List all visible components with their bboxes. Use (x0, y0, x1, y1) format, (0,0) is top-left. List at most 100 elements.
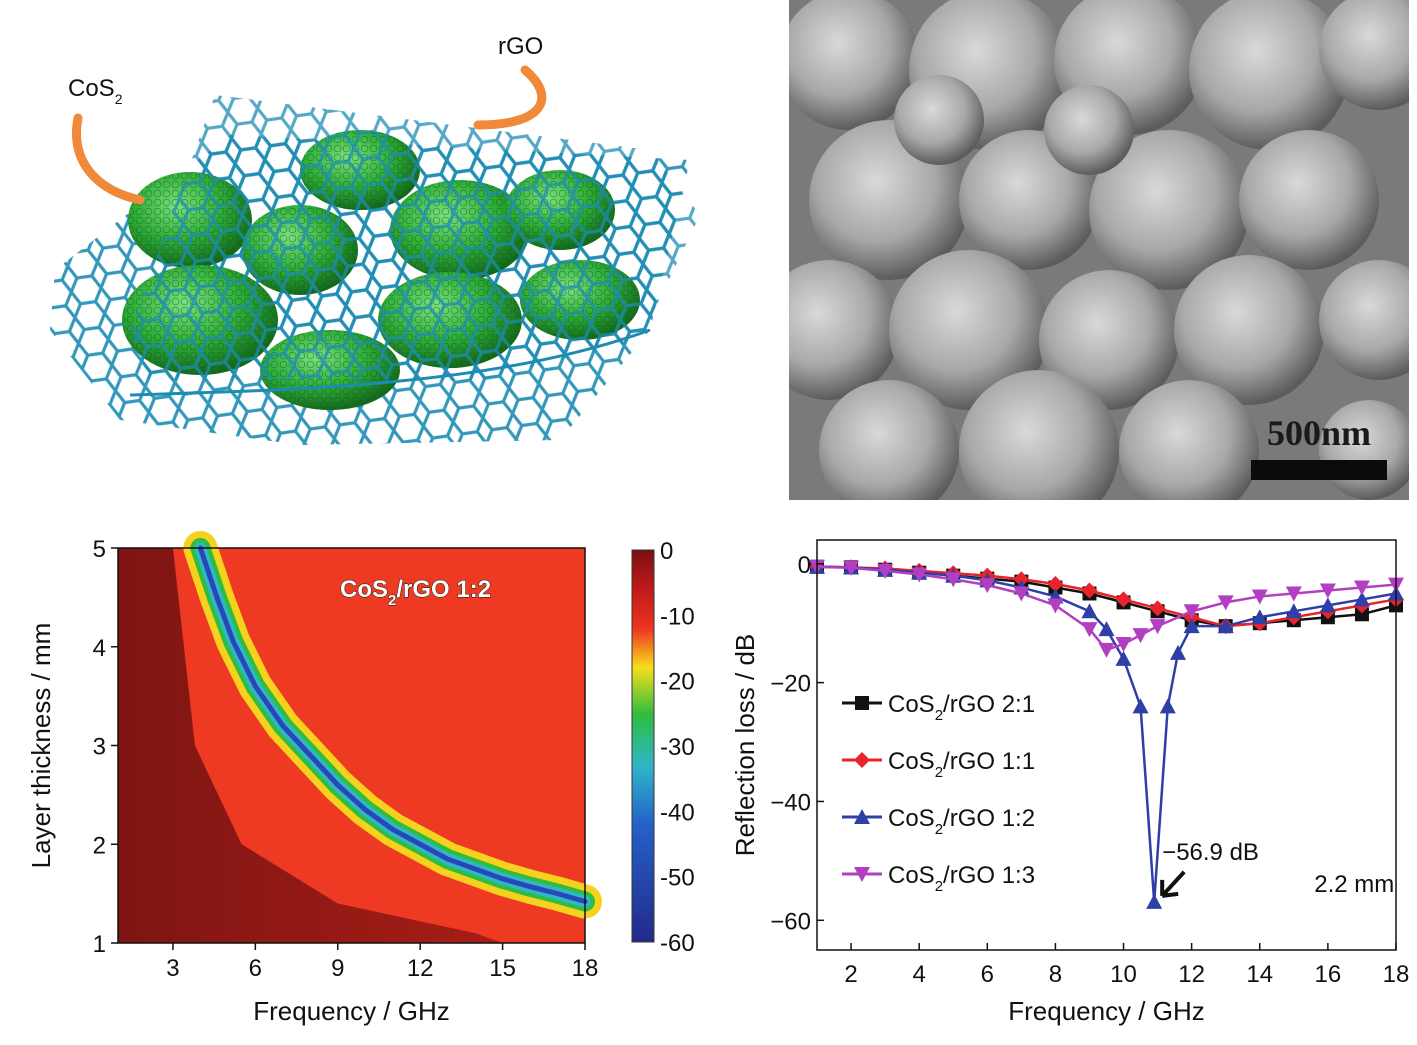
rl-x-tick-label: 4 (912, 961, 925, 988)
rl-x-tick-label: 14 (1246, 961, 1273, 988)
min-loss-band-3 (197, 545, 588, 905)
colorbar-tick-label: -30 (660, 734, 695, 761)
rl-x-tick-label: 8 (1049, 961, 1062, 988)
series-marker (1146, 893, 1163, 909)
cos2-label: CoS2 (68, 75, 123, 107)
rl-y-tick-label: −60 (770, 908, 811, 935)
sem-micrograph: 500nm (789, 0, 1409, 500)
rl-x-tick-label: 6 (981, 961, 994, 988)
y-tick-label: 4 (93, 635, 106, 662)
min-loss-arrow (1160, 870, 1186, 898)
heatmap-y-axis-label: Layer thickness / mm (26, 623, 56, 869)
series-line (816, 565, 1397, 652)
sem-particle (889, 250, 1049, 410)
series-marker (1149, 619, 1166, 635)
reflection-loss-panel: 2 4 6 8 10 12 14 16 18 0 −20 −40 −60 CoS2/rGO 2:1 CoS… (720, 525, 1417, 1040)
legend: CoS2/rGO 2:1 CoS2/rGO 1:1 CoS2/rGO 1:2 CoS2… (842, 691, 1035, 895)
series-marker (1081, 582, 1098, 599)
schematic-panel: CoS2 rGO (0, 0, 760, 520)
reflection-loss-chart: 2 4 6 8 10 12 14 16 180−20−40−60 CoS2/rGO 2:1CoS… (730, 539, 1410, 1026)
colorbar-tick-label: -10 (660, 603, 695, 630)
sem-particle (819, 380, 959, 500)
sem-particle (1189, 0, 1349, 150)
series-marker (1251, 589, 1268, 605)
sem-particle (1319, 260, 1409, 380)
series-marker (1098, 642, 1115, 658)
colorbar-tick-label: -20 (660, 669, 695, 696)
rl-y-tick-label: 0 (798, 552, 811, 579)
y-tick-label: 3 (93, 734, 106, 761)
rl-y-tick-label: −20 (770, 671, 811, 698)
sem-particle (1119, 380, 1259, 500)
heatmap-low-loss-region (118, 548, 503, 943)
legend-label: CoS2/rGO 1:3 (888, 862, 1035, 895)
series-marker (1149, 600, 1166, 617)
legend-label: CoS2/rGO 2:1 (888, 691, 1035, 724)
rl-frame (816, 539, 1397, 951)
series-marker (1013, 586, 1030, 602)
x-tick-label: 12 (407, 955, 434, 982)
series-marker (1047, 575, 1064, 592)
x-tick-label: 15 (489, 955, 516, 982)
series-marker (854, 867, 870, 882)
series-marker (843, 560, 860, 576)
rl-x-tick-label: 2 (844, 961, 857, 988)
x-tick-label: 6 (249, 955, 262, 982)
thickness-annotation: 2.2 mm (1314, 871, 1394, 898)
series-marker (1251, 609, 1268, 625)
rgo-sheet-upper (130, 95, 700, 380)
sem-micrograph-panel: 500nm (789, 0, 1409, 500)
series-marker (911, 567, 928, 583)
y-tick-label: 1 (93, 931, 106, 958)
series-line (816, 565, 1397, 628)
colorbar-tick-label: -60 (660, 930, 695, 957)
series-marker (1183, 604, 1200, 620)
series-marker (1047, 598, 1064, 614)
series-marker (854, 752, 870, 768)
series-marker (1132, 698, 1149, 714)
series-marker (1081, 622, 1098, 638)
sem-particle (789, 0, 919, 130)
sem-particle (959, 370, 1119, 500)
x-tick-label: 18 (572, 955, 599, 982)
schematic-illustration: CoS2 rGO (50, 33, 700, 445)
series-marker (1098, 621, 1115, 637)
colorbar (631, 549, 655, 943)
series-marker (1285, 603, 1302, 619)
series-marker (1319, 583, 1336, 599)
colorbar-tick-label: -40 (660, 799, 695, 826)
series-marker (1132, 628, 1149, 644)
series-marker (1115, 650, 1132, 666)
sem-particle (1239, 130, 1379, 270)
series-marker (1170, 644, 1187, 660)
heatmap-panel: 3 6 9 12 15 18 1 2 3 4 5 CoS2/rGO 1:2 Frequency / … (0, 525, 720, 1040)
series-marker (1285, 586, 1302, 602)
rl-y-tick-label: −40 (770, 789, 811, 816)
series-marker (1013, 571, 1030, 588)
heatmap-plot-area (117, 531, 602, 944)
legend-label: CoS2/rGO 1:1 (888, 748, 1035, 781)
rgo-pointer-arrow (473, 65, 547, 130)
colorbar-tick-label: -50 (660, 865, 695, 892)
series-marker (1081, 603, 1098, 619)
rl-x-tick-label: 10 (1110, 961, 1137, 988)
scale-bar (1251, 460, 1387, 480)
sem-particle (1089, 130, 1249, 290)
colorbar-ticks: 0 -10 -20 -30 -40 -50 -60 (660, 538, 695, 957)
series-line (816, 565, 1397, 902)
sem-particle (1044, 85, 1134, 175)
y-tick-label: 2 (93, 832, 106, 859)
series-marker (945, 572, 962, 588)
scale-bar-label: 500nm (1267, 413, 1371, 453)
rl-x-tick-label: 18 (1383, 961, 1410, 988)
series-marker (1217, 618, 1234, 634)
sem-particle (1039, 270, 1179, 410)
reflection-loss-axes: 2 4 6 8 10 12 14 16 18 0 −20 −40 −60 (770, 539, 1410, 988)
rgo-sheet-edge (129, 328, 651, 397)
legend-label: CoS2/rGO 1:2 (888, 805, 1035, 838)
min-loss-annotation: −56.9 dB (1162, 839, 1259, 866)
series-marker (979, 578, 996, 594)
heatmap-x-axis-label: Frequency / GHz (253, 996, 450, 1026)
series-marker (1115, 591, 1132, 608)
